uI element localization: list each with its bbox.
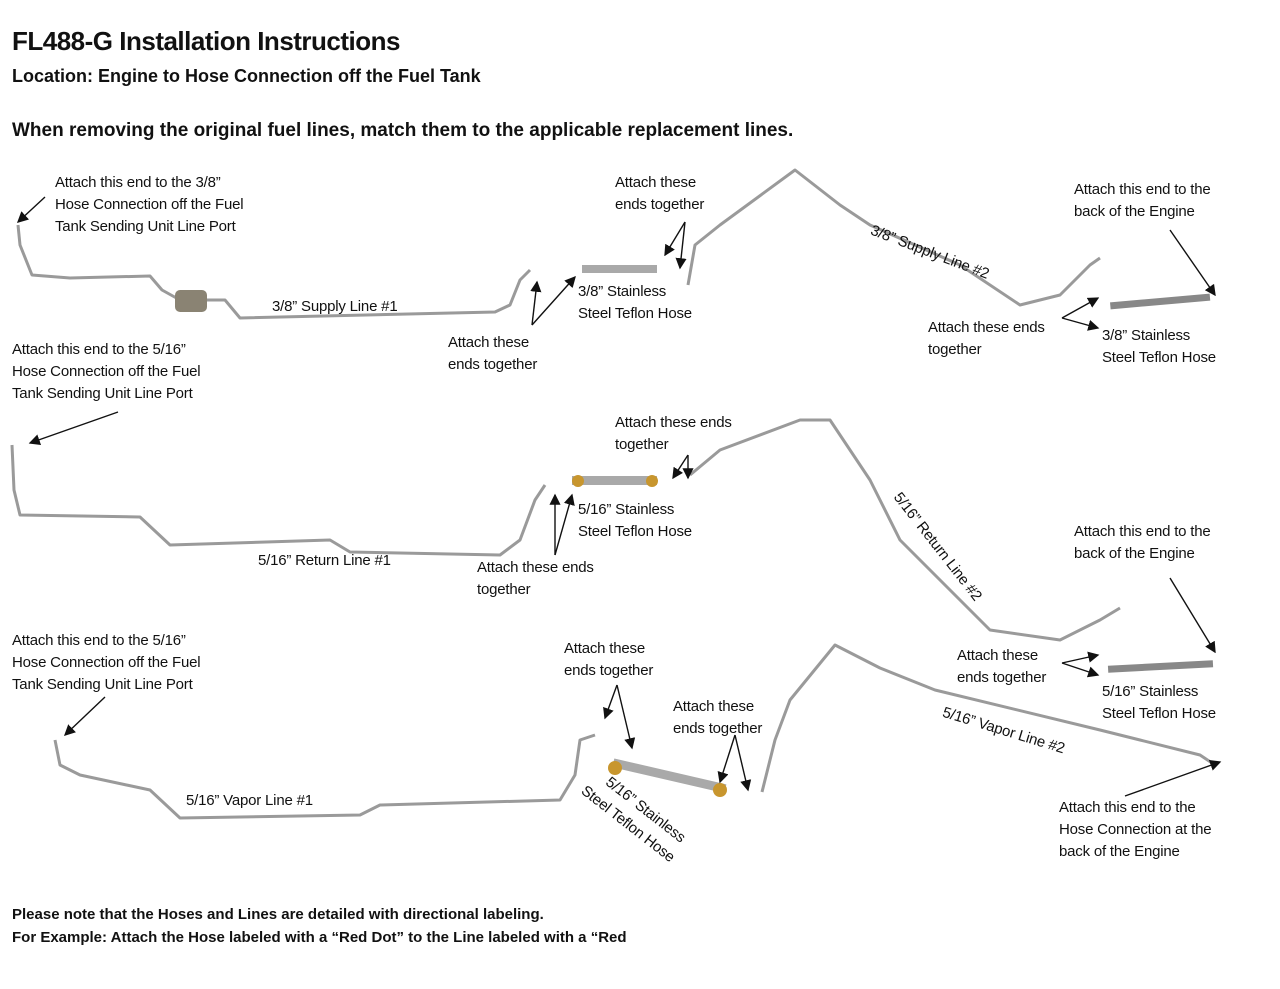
return-attach-bottom-label: Attach these ends together	[477, 559, 594, 598]
vapor-attach-mid-label: Attach these ends together	[673, 698, 763, 737]
return-tank-end-label: Attach this end to the 5/16” Hose Connect…	[12, 341, 201, 402]
supply-attach-top-label: Attach these ends together	[615, 174, 705, 213]
return-hose-1	[572, 476, 657, 485]
supply-tank-end-label: Attach this end to the 3/8” Hose Connecti…	[55, 174, 244, 235]
supply-attach-right-label: Attach these ends together	[928, 319, 1045, 358]
page-title: FL488-G Installation Instructions	[12, 26, 401, 56]
return-line-1	[10, 444, 547, 557]
supply-hose-2	[1110, 293, 1211, 310]
vapor-hose-1	[612, 758, 727, 794]
supply-attach-bottom-label: Attach these ends together	[448, 334, 538, 373]
return-hose-1-label: 5/16” Stainless Steel Teflon Hose	[578, 501, 692, 540]
vapor-line-2	[760, 643, 1216, 793]
vapor-line-1	[53, 733, 596, 820]
supply-line-1-label: 3/8” Supply Line #1	[272, 298, 398, 315]
fuel-filter	[175, 290, 207, 312]
vapor-engine-end-label: Attach this end to the Hose Connection at…	[1059, 799, 1212, 860]
vapor-tank-end-label: Attach this end to the 5/16” Hose Connect…	[12, 632, 201, 693]
return-line-2	[689, 418, 1121, 642]
vapor-attach-right-label: Attach these ends together	[957, 647, 1047, 686]
supply-hose-2-label: 3/8” Stainless Steel Teflon Hose	[1102, 327, 1216, 366]
location-subtitle: Location: Engine to Hose Connection off …	[12, 66, 481, 86]
vapor-hose-2-label: 5/16” Stainless Steel Teflon Hose	[1102, 683, 1216, 722]
supply-line-2	[686, 168, 1101, 307]
instruction-text: When removing the original fuel lines, m…	[12, 120, 794, 141]
footer-note: Please note that the Hoses and Lines are…	[12, 906, 627, 946]
return-attach-top-label: Attach these ends together	[615, 414, 732, 453]
vapor-attach-left-label: Attach these ends together	[564, 640, 654, 679]
vapor-line-1-label: 5/16” Vapor Line #1	[186, 792, 313, 809]
return-hose-2	[1107, 660, 1214, 673]
supply-hose-1-label: 3/8” Stainless Steel Teflon Hose	[578, 283, 692, 322]
return-line-1-label: 5/16” Return Line #1	[258, 552, 391, 569]
supply-engine-end-label: Attach this end to the back of the Engine	[1074, 181, 1211, 220]
supply-hose-1	[582, 265, 657, 273]
return-engine-end-label: Attach this end to the back of the Engine	[1074, 523, 1211, 562]
